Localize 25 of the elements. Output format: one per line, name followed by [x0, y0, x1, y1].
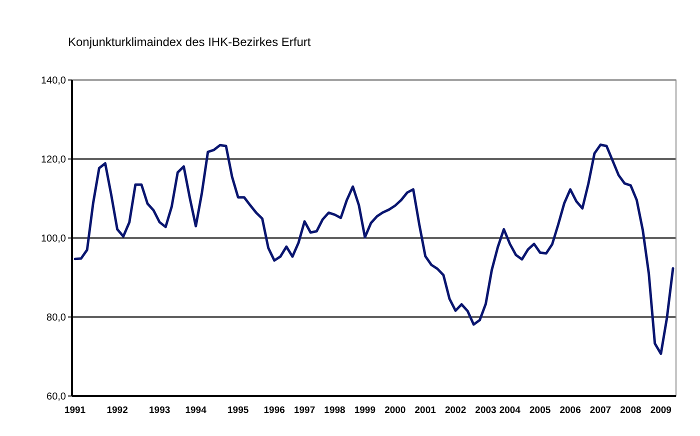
x-tick-label: 1997	[294, 405, 316, 416]
x-tick-label: 1999	[354, 405, 376, 416]
x-tick-label: 1992	[106, 405, 128, 416]
chart-title: Konjunkturklimaindex des IHK-Bezirkes Erfurt	[68, 35, 312, 49]
y-tick-label: 100,0	[40, 234, 66, 244]
x-tick-label: 2005	[530, 405, 552, 416]
x-tick-label: 2004	[499, 405, 522, 416]
x-tick-label: 2006	[560, 405, 581, 416]
y-tick-label: 60,0	[46, 392, 66, 402]
x-tick-label: 1994	[185, 405, 208, 416]
x-tick-label: 2001	[414, 405, 437, 416]
x-tick-label: 2003	[475, 405, 496, 416]
x-tick-label: 1996	[264, 405, 285, 416]
x-tick-label: 2009	[650, 405, 672, 416]
y-tick-label: 80,0	[46, 312, 66, 324]
x-tick-label: 2007	[590, 405, 612, 416]
x-tick-label: 1998	[324, 405, 346, 416]
x-tick-label: 2008	[620, 405, 642, 416]
x-tick-label: 1995	[228, 405, 250, 416]
x-tick-label: 1993	[149, 405, 170, 416]
y-tick-label: 120,0	[40, 154, 66, 166]
y-tick-label: 140,0	[40, 76, 66, 86]
x-tick-label: 2002	[444, 405, 466, 416]
x-tick-label: 1991	[64, 405, 86, 416]
x-tick-label: 2000	[384, 405, 406, 416]
